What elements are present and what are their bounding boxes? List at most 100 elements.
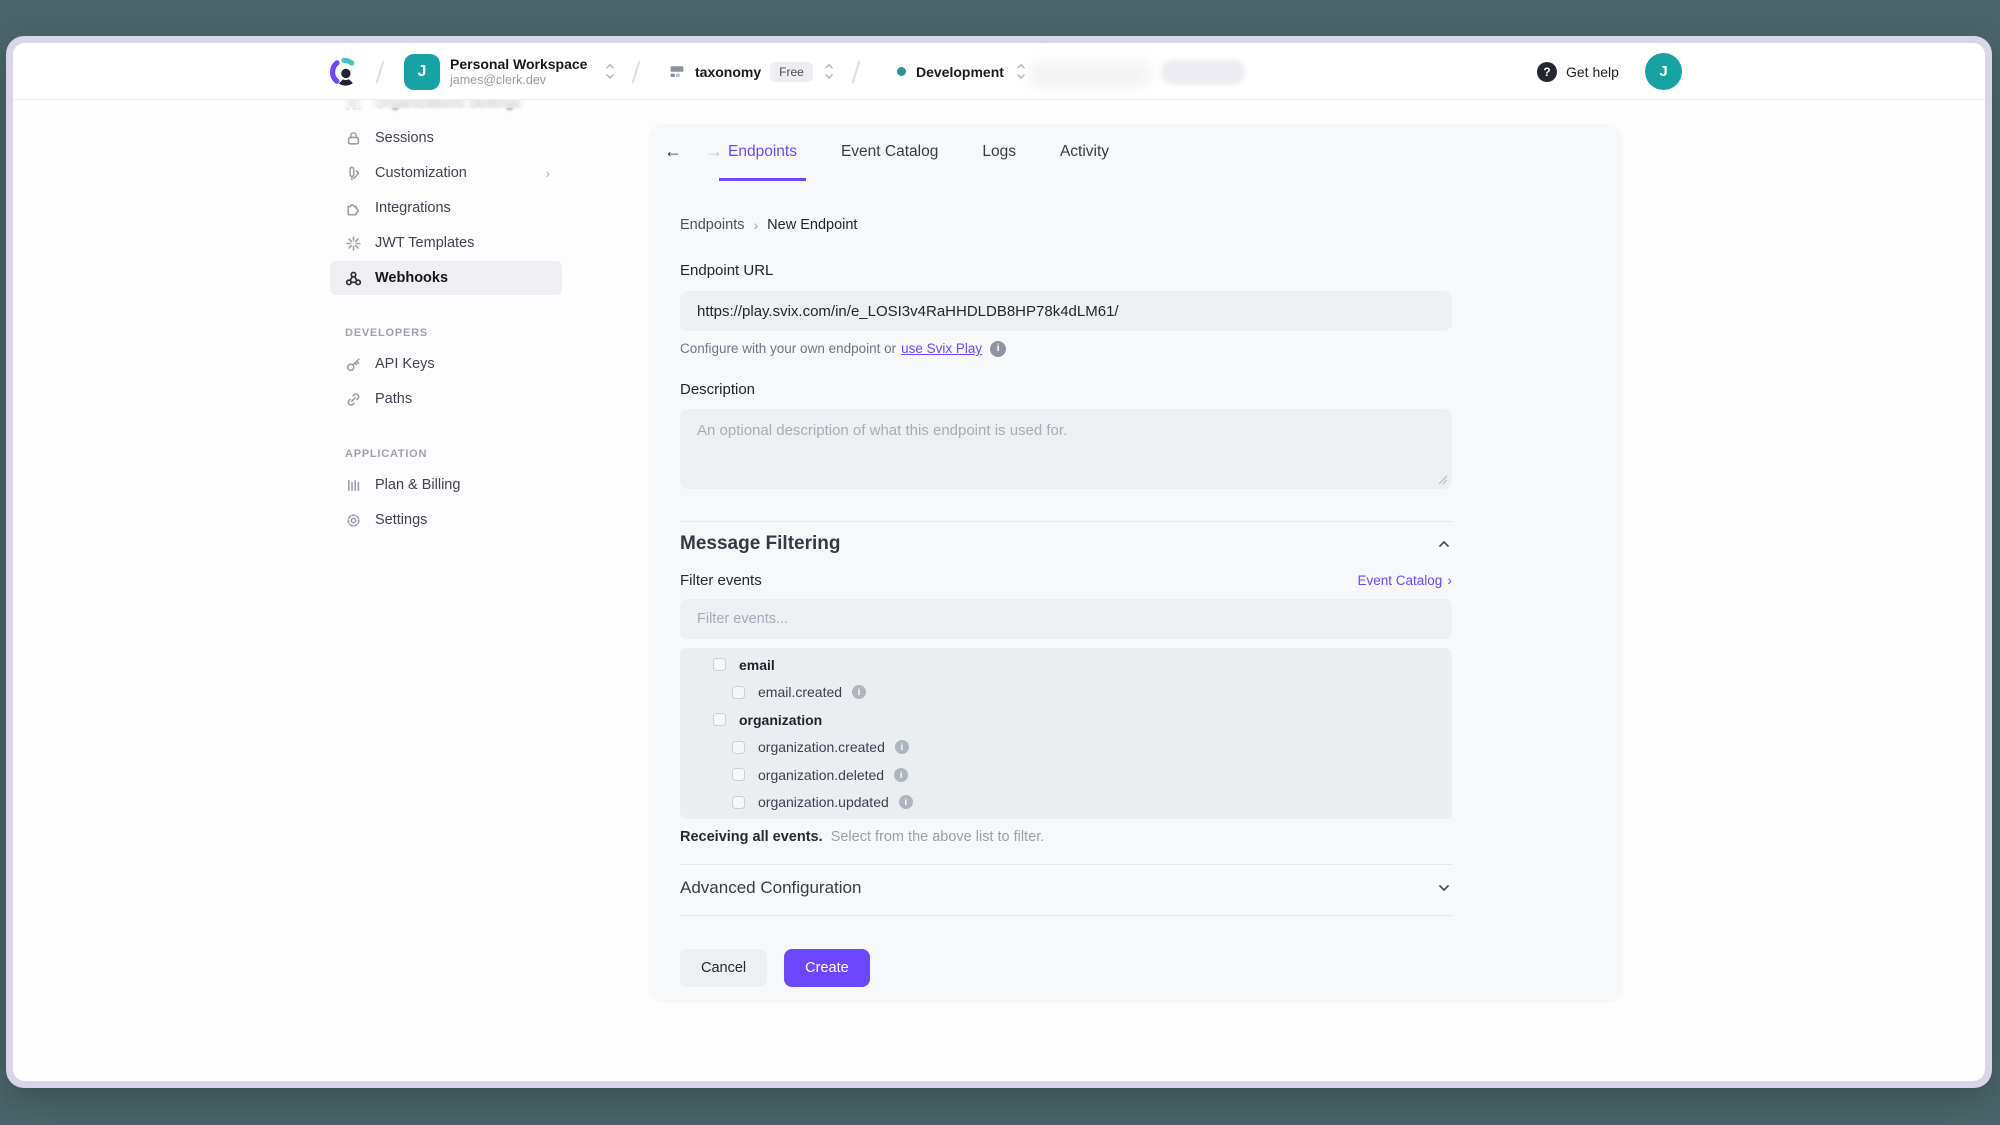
description-label: Description [680, 381, 756, 398]
puzzle-icon [345, 200, 362, 217]
event-label: email.created [758, 684, 843, 701]
redacted-blur [1161, 60, 1245, 85]
create-button[interactable]: Create [784, 949, 870, 987]
sidebar-item-sessions[interactable]: Sessions [330, 121, 562, 155]
sidebar-item-jwt-templates[interactable]: JWT Templates [330, 226, 562, 260]
message-filtering-header[interactable]: Message Filtering [680, 531, 1452, 557]
checkbox-organization-created[interactable] [732, 740, 745, 754]
user-avatar[interactable]: J [1645, 53, 1682, 90]
checkbox-organization[interactable] [713, 713, 726, 727]
sidebar-item-api-keys[interactable]: API Keys [330, 347, 562, 381]
instance-status-dot [897, 67, 906, 76]
advanced-configuration-header[interactable]: Advanced Configuration [680, 875, 1452, 901]
breadcrumb-endpoints[interactable]: Endpoints [680, 217, 745, 233]
chevron-up-icon [1436, 536, 1452, 552]
event-catalog-link[interactable]: Event Catalog › [1357, 572, 1452, 588]
forward-arrow-button[interactable]: → [705, 141, 723, 161]
tab-event-catalog[interactable]: Event Catalog [840, 143, 939, 160]
breadcrumb-current: New Endpoint [767, 217, 858, 233]
webhook-icon [345, 270, 362, 287]
header-separator [375, 59, 384, 84]
sidebar-item-label: Webhooks [375, 270, 449, 286]
instance-switcher[interactable]: Development [897, 43, 1028, 100]
divider [680, 521, 1452, 522]
billing-bars-icon [345, 477, 362, 494]
event-label: organization.created [758, 739, 885, 756]
sidebar-item-label: Integrations [375, 200, 451, 216]
event-group-row: email [680, 651, 1452, 679]
application-icon [670, 66, 684, 78]
checkbox-email-created[interactable] [732, 685, 745, 699]
webhooks-main-panel: ← → Endpoints Event Catalog Logs Activit… [648, 124, 1622, 1003]
get-help-button[interactable]: ? Get help [1537, 43, 1619, 100]
sidebar-section-developers: DEVELOPERS [345, 327, 428, 339]
event-row: organization.created i [680, 734, 1452, 762]
info-icon[interactable]: i [852, 685, 867, 700]
sidebar-section-application: APPLICATION [345, 448, 428, 460]
info-icon[interactable]: i [894, 740, 909, 755]
breadcrumb: Endpoints › New Endpoint [680, 216, 1452, 234]
sidebar-item-label: Sessions [375, 130, 434, 146]
plan-badge: Free [770, 61, 813, 82]
chevron-down-icon [1436, 880, 1452, 896]
tab-activity[interactable]: Activity [1059, 143, 1110, 160]
redacted-blur [1031, 63, 1149, 85]
header-separator [631, 59, 640, 84]
sidebar-item-settings[interactable]: Settings [330, 503, 562, 537]
header-separator [851, 59, 860, 84]
chevron-updown-icon [822, 60, 836, 84]
resize-handle-icon[interactable] [1438, 475, 1448, 485]
event-label: organization.deleted [758, 766, 885, 783]
events-list: email email.created i organization [680, 648, 1452, 819]
sidebar-item-plan-billing[interactable]: Plan & Billing [330, 468, 562, 502]
filter-events-label: Filter events [680, 571, 762, 589]
divider [680, 864, 1452, 865]
clerk-logo-icon [329, 57, 355, 86]
key-icon [345, 356, 362, 373]
workspace-email: james@clerk.dev [450, 72, 547, 87]
sidebar-item-webhooks[interactable]: Webhooks [330, 261, 562, 295]
breadcrumb-separator: › [753, 217, 759, 233]
workspace-name: Personal Workspace [450, 55, 588, 72]
cancel-button[interactable]: Cancel [680, 949, 768, 987]
svix-play-link[interactable]: use Svix Play [901, 341, 983, 356]
info-icon[interactable]: i [894, 767, 909, 782]
message-filtering-title: Message Filtering [680, 533, 841, 554]
tab-logs[interactable]: Logs [982, 143, 1016, 160]
customization-icon [345, 165, 362, 182]
checkbox-email[interactable] [713, 658, 726, 672]
endpoint-url-label: Endpoint URL [680, 262, 774, 279]
filter-status: Receiving all events. Select from the ab… [680, 829, 1045, 845]
sidebar-item-label: Paths [375, 391, 413, 407]
info-icon[interactable]: i [990, 340, 1007, 357]
tab-endpoints[interactable]: Endpoints [719, 124, 806, 181]
event-group-row: organization [680, 706, 1452, 734]
chevron-right-icon: › [545, 165, 550, 181]
checkbox-organization-deleted[interactable] [732, 768, 745, 782]
workspace-switcher[interactable]: J Personal Workspace james@clerk.dev [404, 43, 617, 100]
clerk-logo[interactable] [329, 43, 359, 100]
info-icon[interactable]: i [898, 795, 913, 810]
event-label: organization.updated [758, 794, 889, 811]
checkbox-organization-updated[interactable] [732, 795, 745, 809]
help-icon: ? [1537, 61, 1557, 82]
sidebar-item-integrations[interactable]: Integrations [330, 191, 562, 225]
endpoint-url-input[interactable] [680, 291, 1452, 331]
sidebar-item-label: Customization [375, 165, 467, 181]
back-arrow-button[interactable]: ← [664, 141, 682, 161]
event-row: organization.updated i [680, 789, 1452, 817]
description-textarea[interactable] [680, 409, 1452, 489]
chevron-right-icon: › [1447, 572, 1452, 588]
filter-events-input[interactable] [680, 599, 1452, 639]
browser-window-frame: J Personal Workspace james@clerk.dev [6, 36, 1992, 1088]
instance-name: Development [916, 63, 1004, 80]
sidebar-item-label: Plan & Billing [375, 477, 461, 493]
advanced-configuration-title: Advanced Configuration [680, 878, 862, 897]
application-switcher[interactable]: taxonomy Free [668, 43, 836, 100]
gear-icon [345, 512, 362, 529]
event-label: email [739, 656, 775, 673]
sidebar-item-paths[interactable]: Paths [330, 382, 562, 416]
sidebar-item-customization[interactable]: Customization › [330, 156, 562, 190]
event-row: email.created i [680, 679, 1452, 707]
